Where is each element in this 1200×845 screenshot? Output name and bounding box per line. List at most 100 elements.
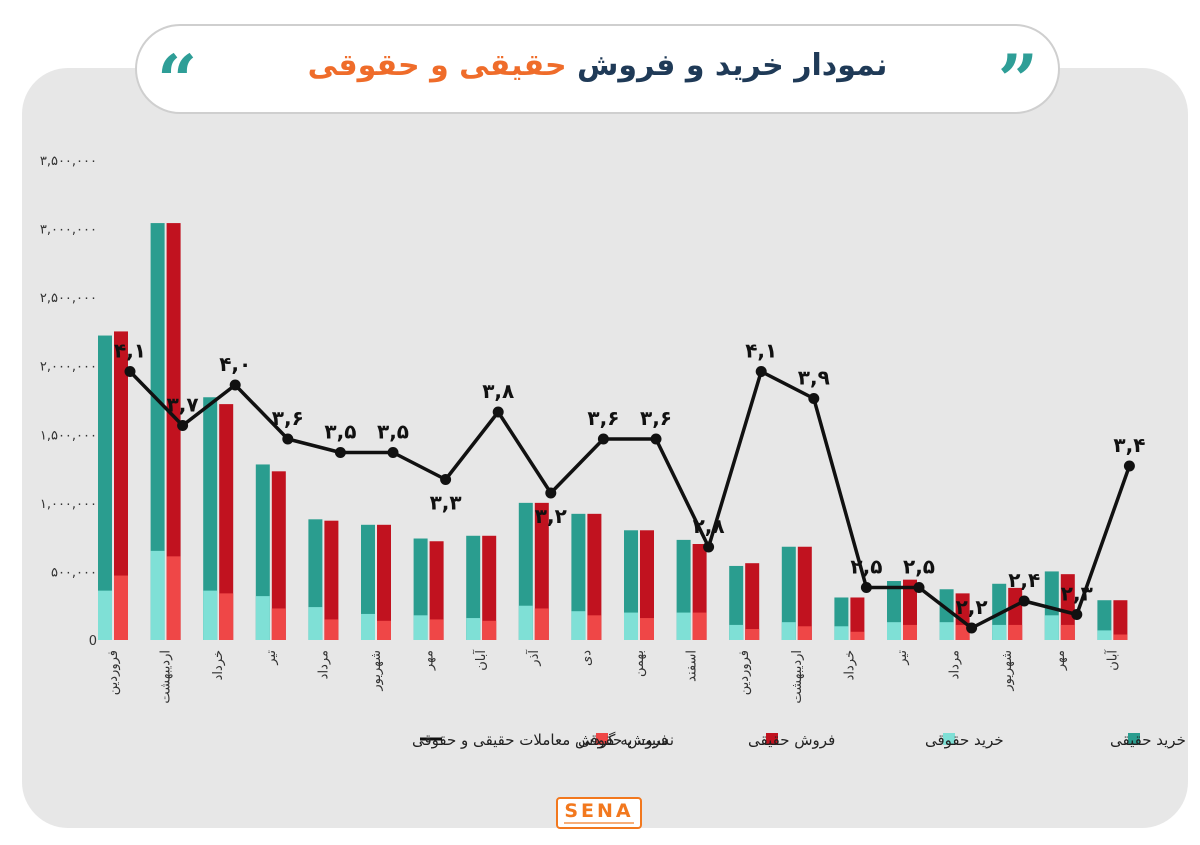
bar-buy-real: [571, 513, 586, 640]
ratio-label: ۴,۰: [219, 352, 251, 376]
bar-buy-legal: [834, 626, 849, 640]
ratio-label: ۳,۶: [272, 406, 304, 430]
bar-sell-real: [850, 597, 865, 640]
bar-buy-legal: [466, 618, 481, 640]
bar-sell-legal: [745, 629, 760, 640]
legend-swatch: [596, 733, 608, 745]
ratio-label: ۲,۲: [956, 595, 988, 619]
chart-title: نمودار خرید و فروش حقیقی و حقوقی: [137, 48, 1058, 83]
ratio-label: ۲,۸: [693, 514, 725, 538]
legend-swatch: [943, 733, 955, 745]
bar-sell-legal: [955, 624, 970, 640]
bar-sell-real: [797, 546, 812, 640]
ratio-point: [124, 366, 136, 377]
x-tick-label: فروردین: [737, 650, 752, 695]
x-tick-label: آبان: [472, 649, 489, 671]
sena-logo: SENA: [556, 797, 642, 829]
bar-buy-legal: [624, 612, 638, 640]
bar-buy-real: [150, 223, 165, 641]
bar-sell-real: [114, 331, 128, 640]
x-tick-label: دی: [579, 650, 594, 666]
y-tick-label: ۲,۰۰۰,۰۰۰: [40, 360, 97, 375]
chart-title-part1: نمودار خرید و فروش: [577, 48, 888, 83]
bar-sell-legal: [640, 618, 654, 640]
y-tick-label: ۲,۵۰۰,۰۰۰: [40, 291, 97, 306]
ratio-label: ۳,۵: [377, 420, 409, 444]
bar-buy-legal: [308, 607, 323, 640]
bar-sell-real: [745, 563, 760, 640]
bar-buy-legal: [203, 590, 218, 640]
legend-swatch: [766, 733, 778, 745]
legend-label: خرید حقوقی: [925, 731, 1004, 749]
bar-sell-legal: [166, 556, 181, 640]
bar-buy-real: [781, 546, 796, 640]
ratio-point: [229, 379, 241, 391]
ratio-label: ۳,۲: [535, 504, 567, 528]
x-tick-label: تیر: [895, 650, 910, 666]
bar-buy-real: [98, 335, 112, 640]
bar-buy-real: [203, 397, 218, 640]
logo-underline: [564, 822, 634, 824]
ratio-point: [334, 447, 346, 458]
legend-label: خرید حقیقی: [1110, 731, 1186, 749]
x-tick-label: خرداد: [842, 650, 857, 680]
ratio-point: [1018, 595, 1030, 607]
title-banner: “ نمودار خرید و فروش حقیقی و حقوقی ”: [135, 24, 1060, 122]
bar-buy-legal: [676, 612, 691, 640]
x-tick-label: مهر: [1053, 650, 1068, 671]
ratio-line: [128, 369, 1132, 630]
legend-label: فروش حقیقی: [748, 731, 835, 749]
bar-buy-real: [729, 565, 744, 640]
bar-sell-legal: [271, 608, 286, 640]
ratio-label: ۲,۴: [1008, 568, 1040, 592]
bar-sell-legal: [534, 608, 549, 640]
x-tick-label: اسفند: [685, 650, 700, 682]
x-tick-label: تیر: [264, 650, 279, 666]
bar-sell-real: [1113, 600, 1128, 640]
ratio-point: [1123, 460, 1135, 472]
y-tick-label: ۳,۵۰۰,۰۰۰: [40, 154, 97, 169]
bar-buy-legal: [361, 613, 375, 640]
bar-buy-legal: [98, 590, 112, 640]
bar-buy-legal: [571, 611, 586, 640]
ratio-point: [177, 420, 189, 431]
ratio-point: [755, 366, 767, 377]
x-tick-label: بهمن: [632, 650, 647, 677]
legend-swatch: [1128, 733, 1140, 745]
bar-buy-real: [1097, 600, 1112, 640]
ratio-label: ۳,۶: [640, 406, 672, 430]
bar-buy-legal: [413, 615, 428, 640]
ratio-label: ۲,۵: [850, 555, 882, 579]
ratio-label: ۴,۱: [745, 339, 777, 363]
bar-sell-legal: [1060, 624, 1075, 640]
x-tick-label: مرداد: [316, 650, 331, 679]
x-tick-label: آذر: [525, 649, 542, 667]
bar-sell-real: [324, 520, 339, 640]
bar-sell-legal: [114, 575, 128, 640]
ratio-label: ۴,۱: [114, 339, 146, 363]
y-tick-label: ۵۰۰,۰۰۰: [51, 565, 97, 580]
bar-buy-legal: [518, 605, 533, 640]
x-tick-label: مرداد: [948, 650, 963, 679]
ratio-label: ۳,۸: [482, 379, 514, 403]
x-tick-label: شهریور: [369, 650, 384, 692]
bar-buy-legal: [729, 624, 744, 640]
legend-label: فروش حقوقی: [578, 731, 668, 749]
bar-sell-real: [640, 530, 654, 640]
bar-sell-real: [219, 404, 234, 640]
ratio-label: ۳,۵: [324, 420, 356, 444]
ratio-label: ۳,۴: [1113, 433, 1145, 457]
bar-sell-legal: [1113, 634, 1128, 640]
bar-buy-legal: [255, 596, 270, 640]
bar-sell-legal: [219, 593, 234, 640]
bar-sell-real: [166, 223, 181, 641]
bar-sell-real: [429, 541, 444, 640]
ratio-point: [492, 406, 504, 418]
bar-sell-legal: [903, 624, 917, 640]
ratio-point: [387, 447, 399, 458]
y-tick-label: ۳,۰۰۰,۰۰۰: [40, 223, 97, 238]
y-tick-label: ۱,۰۰۰,۰۰۰: [40, 497, 97, 512]
bar-sell-real: [482, 535, 497, 640]
open-quote-icon: “: [157, 39, 198, 122]
ratio-point: [913, 582, 925, 593]
